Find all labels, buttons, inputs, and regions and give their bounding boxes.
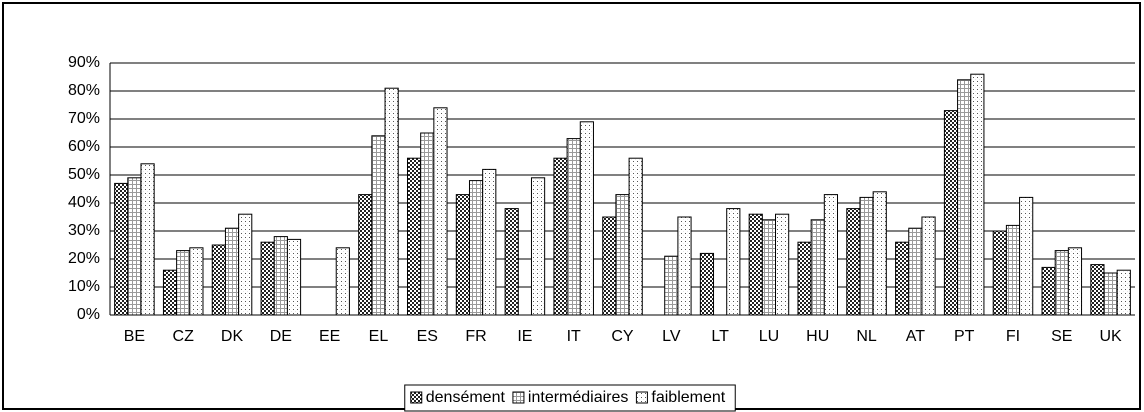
bar [664, 255, 679, 316]
bar [943, 110, 959, 316]
x-tick-label: EE [319, 328, 340, 345]
x-tick-label: FI [1006, 328, 1020, 345]
bar [371, 135, 386, 316]
bar [699, 252, 715, 316]
bar [530, 177, 546, 316]
bar [335, 247, 350, 316]
bar [859, 196, 874, 316]
bar [775, 213, 790, 316]
bar [482, 168, 497, 316]
bar [761, 219, 777, 316]
bar [1041, 266, 1056, 316]
x-tick-label: PT [954, 328, 975, 345]
bar [211, 244, 226, 316]
bar [1054, 250, 1069, 316]
y-tick-label: 60% [68, 138, 100, 155]
bar [238, 213, 253, 316]
bar [748, 213, 763, 316]
bar [358, 194, 373, 316]
x-tick-label: IT [567, 328, 581, 345]
y-tick-label: 70% [68, 110, 100, 127]
bar [957, 79, 972, 316]
bar [1005, 224, 1021, 316]
x-tick-label: DE [270, 328, 292, 345]
x-tick-label: SE [1051, 328, 1072, 345]
bar [566, 138, 581, 316]
bar [872, 191, 887, 316]
x-tick-label: UK [1099, 328, 1122, 345]
bar [1116, 269, 1131, 316]
bar [1019, 196, 1034, 316]
x-tick-label: AT [906, 328, 925, 345]
bar [615, 194, 630, 316]
x-tick-label: ES [417, 328, 438, 345]
bar [1067, 247, 1083, 316]
bar [273, 236, 288, 316]
bar [406, 157, 422, 316]
bar [895, 241, 910, 316]
bar [224, 227, 240, 316]
bar [504, 208, 519, 316]
bar [992, 230, 1007, 316]
bar [970, 73, 985, 316]
x-tick-label: LV [662, 328, 681, 345]
y-tick-label: 50% [68, 166, 100, 183]
x-tick-label: LU [759, 328, 779, 345]
y-tick-label: 40% [68, 194, 100, 211]
bar [726, 208, 741, 316]
bar [921, 216, 936, 316]
bar [455, 194, 470, 316]
bar [628, 157, 643, 316]
legend-box [404, 384, 736, 412]
bar [823, 194, 839, 316]
y-tick-label: 90% [68, 54, 100, 71]
bar [420, 132, 435, 316]
bar [1090, 264, 1105, 316]
legend-swatch [512, 391, 525, 404]
x-tick-label: HU [806, 328, 829, 345]
legend-swatch [635, 391, 648, 404]
y-tick-label: 80% [68, 82, 100, 99]
y-tick-label: 20% [68, 250, 100, 267]
x-tick-label: IE [517, 328, 532, 345]
bar [797, 241, 812, 316]
y-tick-label: 30% [68, 222, 100, 239]
y-tick-label: 0% [77, 306, 100, 323]
x-tick-label: CZ [173, 328, 195, 345]
bar [846, 208, 861, 316]
y-tick-label: 10% [68, 278, 100, 295]
legend-label: densément [426, 389, 506, 406]
bar [553, 157, 568, 316]
bar [127, 177, 142, 316]
x-tick-label: CY [611, 328, 634, 345]
bar [114, 182, 129, 316]
bar [162, 269, 178, 316]
bar [602, 216, 617, 316]
bar [1103, 272, 1118, 316]
bar [579, 121, 594, 316]
x-tick-label: LT [711, 328, 729, 345]
bar [433, 107, 448, 316]
legend-label: faiblement [651, 389, 725, 406]
bar [176, 250, 191, 316]
bar [140, 163, 155, 316]
x-tick-label: EL [369, 328, 389, 345]
x-tick-label: NL [856, 328, 877, 345]
x-tick-label: BE [124, 328, 145, 345]
legend-swatch [410, 391, 423, 404]
bar [286, 238, 302, 316]
bar [468, 180, 484, 316]
bar [384, 87, 399, 316]
bar [189, 247, 204, 316]
bar [677, 216, 692, 316]
bar [810, 219, 825, 316]
x-tick-label: DK [221, 328, 244, 345]
x-tick-label: FR [465, 328, 486, 345]
bar [908, 227, 923, 316]
bar [260, 241, 275, 316]
legend-label: intermédiaires [528, 389, 628, 406]
